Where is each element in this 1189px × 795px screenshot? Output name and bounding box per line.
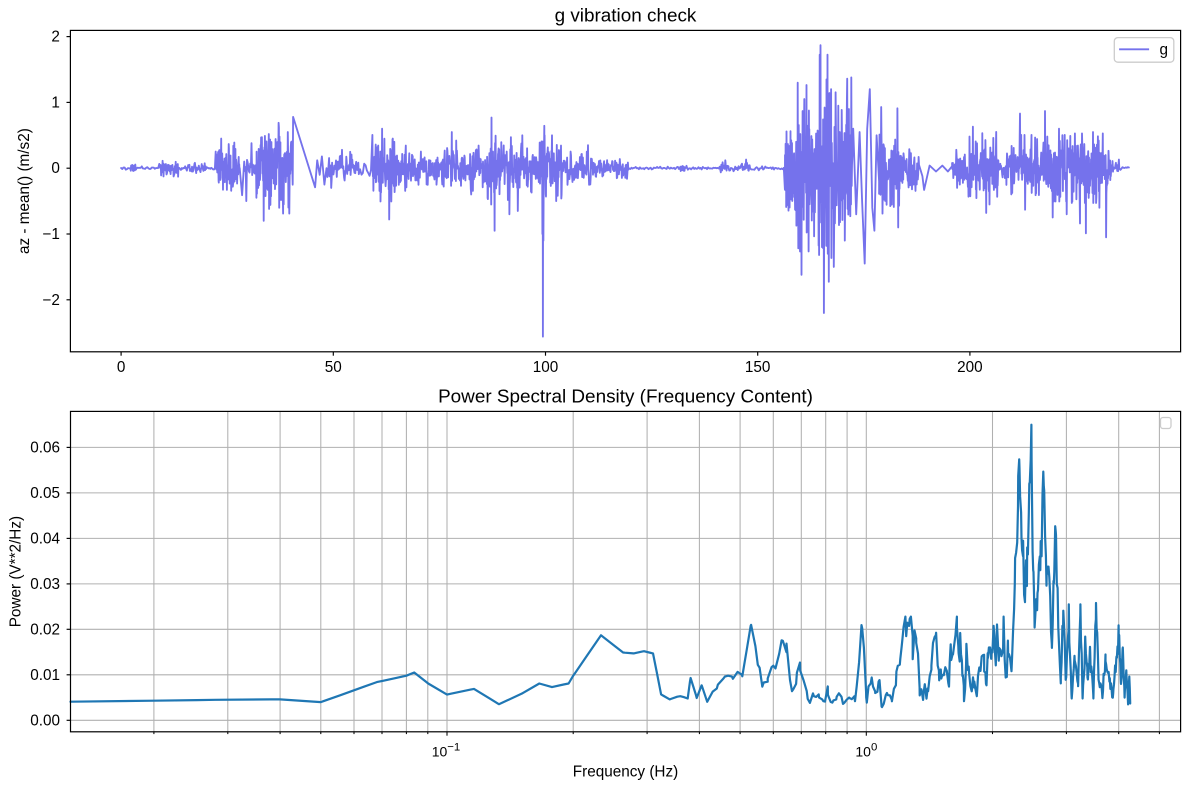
svg-text:0: 0 — [51, 160, 60, 177]
svg-text:2: 2 — [51, 29, 60, 46]
svg-text:0.06: 0.06 — [30, 439, 60, 456]
svg-text:g: g — [1160, 42, 1169, 59]
svg-text:150: 150 — [745, 359, 771, 376]
svg-text:−1: −1 — [42, 226, 59, 243]
svg-text:50: 50 — [325, 359, 342, 376]
svg-text:1: 1 — [51, 94, 60, 111]
svg-text:0.01: 0.01 — [30, 667, 60, 684]
svg-text:g vibration check: g vibration check — [555, 5, 697, 26]
svg-text:Frequency (Hz): Frequency (Hz) — [573, 763, 678, 780]
svg-text:az - mean() (m/s2): az - mean() (m/s2) — [16, 128, 33, 254]
svg-text:Power Spectral Density (Freque: Power Spectral Density (Frequency Conten… — [438, 386, 813, 407]
svg-text:0: 0 — [117, 359, 126, 376]
svg-text:200: 200 — [957, 359, 983, 376]
svg-text:0.00: 0.00 — [30, 712, 60, 729]
svg-text:0.04: 0.04 — [30, 530, 60, 547]
svg-text:−2: −2 — [42, 292, 59, 309]
svg-text:Power (V**2/Hz): Power (V**2/Hz) — [8, 516, 25, 627]
svg-text:0.02: 0.02 — [30, 621, 60, 638]
svg-text:0.05: 0.05 — [30, 485, 60, 502]
svg-text:0.03: 0.03 — [30, 576, 60, 593]
svg-text:100: 100 — [533, 359, 559, 376]
